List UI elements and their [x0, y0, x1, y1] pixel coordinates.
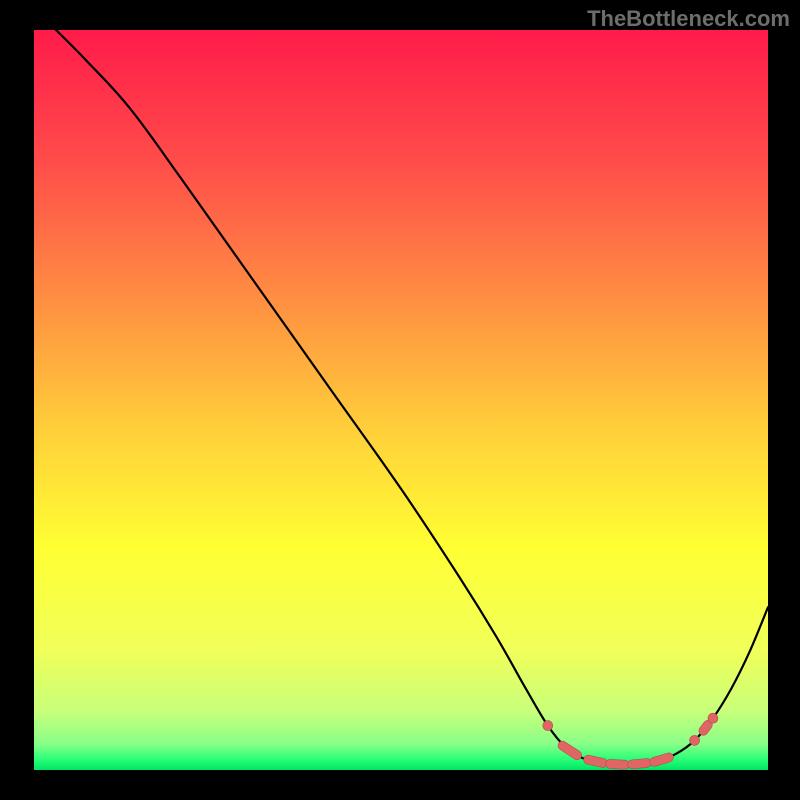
marker-segment: [610, 764, 625, 765]
marker-segment: [632, 763, 647, 764]
marker-segment: [588, 760, 603, 763]
plot-svg: [34, 30, 768, 770]
marker-segment: [703, 725, 707, 731]
gradient-background: [34, 30, 768, 770]
marker-dot: [690, 735, 700, 745]
chart-root: TheBottleneck.com: [0, 0, 800, 800]
attribution-text: TheBottleneck.com: [587, 6, 790, 32]
marker-dot: [543, 721, 553, 731]
marker-segment: [654, 757, 669, 761]
marker-dot: [708, 713, 718, 723]
plot-area: [34, 30, 768, 770]
